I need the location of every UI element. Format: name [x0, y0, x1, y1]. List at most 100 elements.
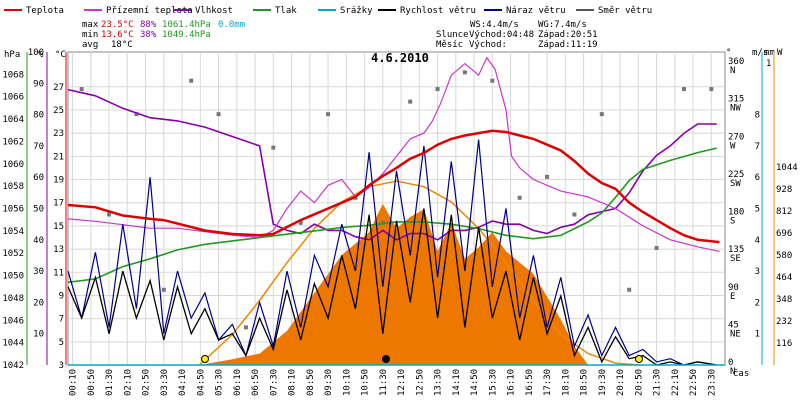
- wind-direction-point: [189, 78, 194, 83]
- stat-max-rain: 0.0mm: [218, 20, 245, 30]
- stat-max-press: 1061.4hPa: [162, 20, 211, 30]
- axis-temperature: °C 3 5 7 9 11 13 15 17 19 21 23 25 27: [53, 50, 67, 371]
- wdir-tick-name: S: [730, 217, 735, 227]
- pct-tick-label: 70: [33, 142, 44, 152]
- wdir-tick-name: SE: [730, 254, 741, 264]
- degc-tick-label: 27: [53, 83, 64, 93]
- stat-max-hum: 88%: [140, 20, 157, 30]
- stat-avg-temp: 18°C: [111, 40, 133, 50]
- x-tick-label: 22:50: [689, 369, 699, 396]
- x-tick-label: 12:50: [415, 369, 425, 396]
- wind-gust-line: [67, 139, 717, 366]
- chart-title: 4.6.2010: [371, 51, 429, 65]
- hpa-axis-title: hPa: [4, 50, 20, 60]
- stat-max-temp: 23.5°C: [101, 20, 134, 30]
- stat-max-label: max: [82, 20, 99, 30]
- hpa-tick-label: 1054: [2, 227, 24, 237]
- wind-direction-point: [271, 145, 276, 150]
- pct-tick-label: 60: [33, 173, 44, 183]
- legend-label-2: Vlhkost: [195, 6, 233, 16]
- x-tick-label: 21:30: [653, 369, 663, 396]
- wdir-axis-title: °: [726, 48, 731, 58]
- wind-direction-point: [654, 245, 659, 250]
- x-tick-label: 14:50: [470, 369, 480, 396]
- theoretical-radiation-line: [198, 180, 639, 366]
- legend-label-5: Rychlost větru: [400, 6, 476, 16]
- wind-direction-point: [599, 112, 604, 117]
- wm2-tick-label: 232: [776, 317, 792, 327]
- hpa-tick-label: 1066: [2, 93, 24, 103]
- pct-tick-label: 40: [33, 236, 44, 246]
- x-tick-label: 16:50: [525, 369, 535, 396]
- wdir-tick-name: N: [730, 367, 735, 377]
- x-tick-label: 10:10: [342, 369, 352, 396]
- info-sunrise: Východ:04:48: [469, 30, 534, 40]
- x-tick-label: 20:50: [634, 369, 644, 396]
- info-ws: WS:4.4m/s: [470, 20, 519, 30]
- degc-tick-label: 11: [53, 268, 64, 278]
- wind-direction-point: [326, 112, 331, 117]
- ms-tick-label: 2: [755, 298, 760, 308]
- hpa-tick-label: 1060: [2, 160, 24, 170]
- degc-tick-label: 19: [53, 176, 64, 186]
- wind-direction-point: [517, 195, 522, 200]
- wind-direction-point: [627, 287, 632, 292]
- wind-direction-point: [681, 87, 686, 92]
- ground-temp-line: [67, 56, 720, 252]
- wind-direction-point: [435, 87, 440, 92]
- x-tick-label: 07:30: [269, 369, 279, 396]
- wdir-tick-deg: 135: [728, 245, 744, 255]
- wdir-tick-name: SW: [730, 179, 741, 189]
- series-layer: [67, 56, 725, 366]
- hpa-tick-label: 1068: [2, 70, 24, 80]
- x-tick-label: 14:10: [452, 369, 462, 396]
- hpa-tick-label: 1050: [2, 272, 24, 282]
- wm2-tick-label: 116: [776, 339, 792, 349]
- ms-tick-label: 4: [755, 236, 760, 246]
- stat-min-press: 1049.4hPa: [162, 30, 211, 40]
- pct-tick-label: 20: [33, 298, 44, 308]
- wm2-tick-label: 812: [776, 207, 792, 217]
- axis-pressure: hPa 1042 1044 1046 1048 1050 1052 1054 1056 1058 1…: [2, 50, 28, 371]
- hpa-tick-label: 1056: [2, 205, 24, 215]
- legend-label-0: Teplota: [26, 6, 64, 16]
- degc-tick-label: 7: [59, 315, 64, 325]
- degc-tick-label: 25: [53, 106, 64, 116]
- x-tick-label: 04:50: [196, 369, 206, 396]
- wdir-tick-name: W: [730, 141, 736, 151]
- info-moonset: Západ:11:19: [538, 40, 598, 50]
- ms-axis-title: m/s: [752, 48, 768, 58]
- mm-tick-label: 1: [766, 59, 771, 69]
- legend: Teplota Přízemní teplota Vlhkost Tlak Srážky…: [4, 6, 652, 16]
- x-tick-label: 06:10: [233, 369, 243, 396]
- axis-time: 00:10 00:50 01:30 02:10 02:50 03:30 04:10 04:50…: [69, 368, 750, 396]
- wdir-tick-deg: 315: [728, 95, 744, 105]
- wind-direction-point: [134, 112, 139, 117]
- hpa-tick-label: 1042: [2, 361, 24, 371]
- degc-tick-label: 9: [59, 291, 64, 301]
- degc-tick-label: 21: [53, 152, 64, 162]
- info-moon-label: Měsíc: [436, 40, 463, 50]
- pct-tick-label: 90: [33, 79, 44, 89]
- wind-direction-point: [490, 78, 495, 83]
- wm2-tick-label: 580: [776, 251, 792, 261]
- x-tick-label: 09:30: [324, 369, 334, 396]
- pct-tick-label: 100: [28, 48, 44, 58]
- info-sun-label: Slunce: [436, 30, 469, 40]
- wind-direction-point: [298, 220, 303, 225]
- hpa-tick-label: 1052: [2, 249, 24, 259]
- x-tick-label: 23:30: [707, 369, 717, 396]
- wm2-tick-label: 928: [776, 185, 792, 195]
- wdir-tick-deg: 180: [728, 208, 744, 218]
- wdir-tick-name: E: [730, 292, 735, 302]
- ms-tick-label: 1: [755, 330, 760, 340]
- humidity-line: [67, 88, 717, 241]
- legend-label-1: Přízemní teplota: [106, 6, 193, 16]
- hpa-tick-label: 1048: [2, 294, 24, 304]
- stat-min-label: min: [82, 30, 98, 40]
- wind-direction-point: [572, 212, 577, 217]
- wdir-tick-deg: 270: [728, 132, 744, 142]
- x-tick-label: 00:50: [87, 369, 97, 396]
- wind-direction-point: [107, 212, 112, 217]
